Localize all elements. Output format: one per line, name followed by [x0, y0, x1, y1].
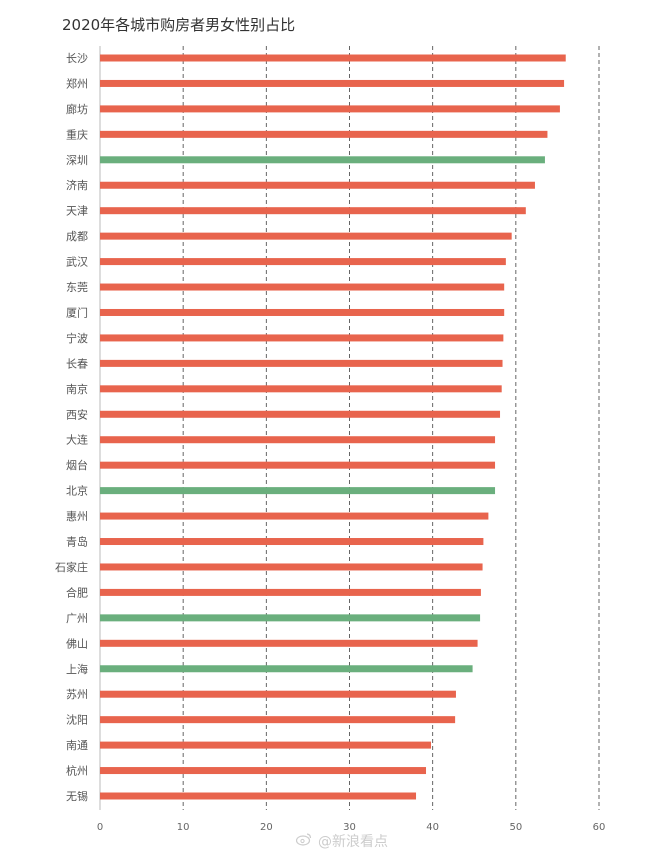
category-label: 深圳 — [66, 154, 88, 167]
bar — [100, 512, 489, 520]
bar — [100, 334, 504, 342]
bar — [100, 232, 512, 240]
bar — [100, 283, 505, 291]
grid-lines — [99, 46, 600, 810]
bar — [100, 436, 496, 444]
category-label: 重庆 — [66, 127, 88, 141]
bar — [100, 563, 483, 571]
category-label: 长沙 — [66, 52, 88, 65]
bar — [100, 410, 501, 418]
category-label: 长春 — [66, 357, 88, 370]
bar — [100, 461, 496, 469]
category-label: 东莞 — [66, 281, 88, 294]
category-label: 天津 — [66, 205, 88, 218]
bar — [100, 156, 545, 164]
category-label: 石家庄 — [55, 560, 88, 574]
x-tick-label: 10 — [177, 822, 190, 833]
category-label: 厦门 — [66, 305, 88, 319]
bar — [100, 359, 503, 367]
category-label: 宁波 — [66, 331, 88, 345]
category-label: 济南 — [66, 178, 88, 192]
category-label: 南通 — [66, 739, 88, 752]
bar — [100, 207, 526, 215]
x-tick-label: 30 — [343, 822, 356, 833]
category-label: 苏州 — [66, 688, 88, 701]
category-label: 北京 — [66, 484, 88, 498]
watermark-text: @新浪看点 — [318, 834, 388, 850]
bar — [100, 741, 432, 749]
category-label: 广州 — [66, 612, 88, 625]
x-tick-label: 60 — [593, 822, 606, 833]
bar — [100, 385, 502, 393]
bar — [100, 181, 535, 189]
category-label: 廊坊 — [66, 102, 88, 116]
category-label: 无锡 — [66, 789, 88, 803]
bar — [100, 767, 427, 775]
category-label: 杭州 — [66, 764, 88, 778]
bar — [100, 639, 478, 647]
category-label: 成都 — [66, 230, 88, 243]
x-tick-label: 20 — [260, 822, 273, 833]
x-tick-label: 0 — [97, 822, 103, 833]
category-labels: 长沙郑州廊坊重庆深圳济南天津成都武汉东莞厦门宁波长春南京西安大连烟台北京惠州青岛… — [55, 52, 88, 803]
category-label: 青岛 — [66, 535, 88, 549]
category-label: 大连 — [66, 433, 88, 447]
bar — [100, 792, 417, 800]
bars — [100, 54, 566, 800]
category-label: 佛山 — [66, 637, 88, 650]
category-label: 合肥 — [66, 585, 88, 599]
category-label: 西安 — [66, 407, 88, 421]
category-label: 南京 — [66, 382, 88, 396]
category-label: 武汉 — [66, 256, 88, 269]
bar — [100, 79, 565, 87]
category-label: 烟台 — [66, 458, 88, 472]
weibo-icon — [296, 833, 312, 846]
x-tick-label: 40 — [426, 822, 439, 833]
bar — [100, 130, 548, 138]
bar — [100, 105, 560, 113]
category-label: 沈阳 — [66, 713, 88, 727]
x-tick-labels: 0 10 20 30 40 50 60 — [97, 822, 606, 833]
bar — [100, 588, 481, 596]
category-label: 上海 — [66, 662, 88, 676]
bar — [100, 665, 473, 673]
bar — [100, 54, 566, 62]
chart-title: 2020年各城市购房者男女性别占比 — [62, 16, 296, 34]
bar — [100, 690, 456, 698]
bar — [100, 487, 496, 495]
bar — [100, 538, 484, 546]
category-label: 郑州 — [66, 76, 88, 90]
x-tick-label: 50 — [509, 822, 522, 833]
bar — [100, 308, 505, 316]
bar — [100, 258, 506, 266]
category-label: 惠州 — [66, 509, 88, 523]
bar — [100, 614, 481, 622]
bar — [100, 716, 456, 724]
